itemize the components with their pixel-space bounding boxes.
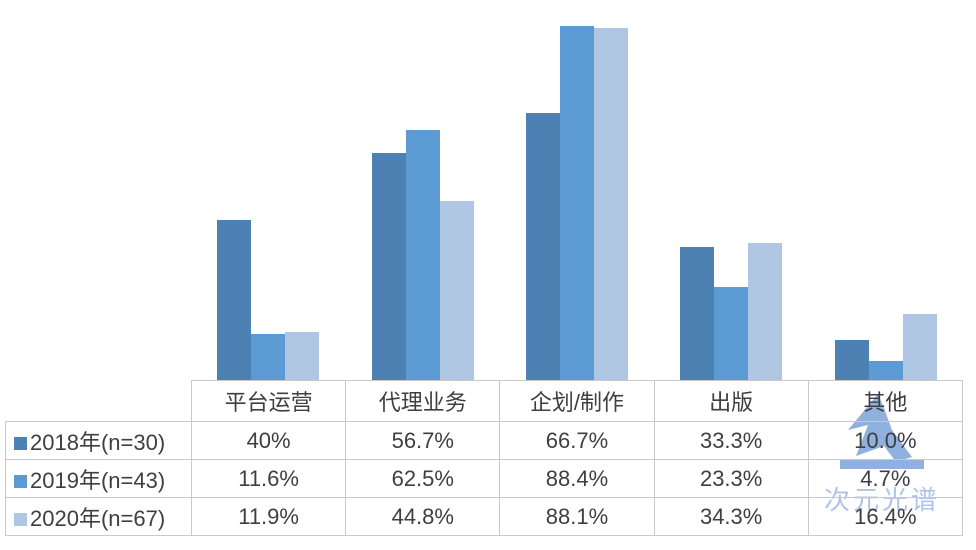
value-cell-s2-c1: 44.8% (345, 497, 501, 536)
series-name: 2020年(n=67) (30, 505, 166, 531)
column-header-3: 出版 (653, 380, 809, 422)
value-cell-s0-c4: 10.0% (807, 421, 964, 460)
bar-group-2 (500, 0, 654, 380)
legend-swatch-icon (14, 512, 27, 526)
legend-swatch-icon (14, 436, 27, 450)
value-cell-s2-c0: 11.9% (190, 497, 347, 536)
value-cell-s2-c3: 34.3% (653, 497, 809, 536)
series-name: 2018年(n=30) (30, 429, 166, 455)
bar-series1-cat1 (405, 130, 440, 380)
value-cell-s1-c3: 23.3% (653, 459, 809, 498)
series-name: 2019年(n=43) (30, 467, 166, 493)
value-cell-s2-c4: 16.4% (807, 497, 964, 536)
bar-group-3 (654, 0, 808, 380)
bar-group-0 (191, 0, 345, 380)
value-cell-s1-c2: 88.4% (499, 459, 655, 498)
bar-series2-cat0 (285, 332, 320, 380)
column-header-1: 代理业务 (345, 380, 501, 422)
bar-series2-cat4 (902, 314, 937, 380)
value-cell-s2-c2: 88.1% (499, 497, 655, 536)
table-head: 平台运营 代理业务 企划/制作 出版 其他 (6, 380, 964, 422)
legend-row-label-1: 2019年(n=43) (5, 459, 192, 498)
table-row-0: 2018年(n=30) 40% 56.7% 66.7% 33.3% 10.0% (5, 421, 964, 460)
bar-series0-cat2 (526, 113, 561, 380)
table-body: 2018年(n=30) 40% 56.7% 66.7% 33.3% 10.0% 2019年(… (5, 421, 964, 536)
value-cell-s1-c0: 11.6% (190, 459, 347, 498)
column-header-2: 企划/制作 (499, 380, 655, 422)
bar-series0-cat4 (834, 340, 869, 380)
bar-series2-cat3 (748, 242, 783, 380)
table-corner-cell (6, 381, 192, 422)
legend-swatch-icon (14, 474, 27, 488)
value-cell-s0-c3: 33.3% (653, 421, 809, 460)
value-cell-s0-c2: 66.7% (499, 421, 655, 460)
bar-group-1 (345, 0, 499, 380)
data-table: 平台运营 代理业务 企划/制作 出版 其他 2018年(n=30) 40% 56.7% 66.… (5, 380, 964, 536)
value-cell-s0-c0: 40% (190, 421, 347, 460)
bar-series1-cat0 (251, 333, 286, 380)
legend-row-label-2: 2020年(n=67) (5, 497, 192, 536)
bar-series0-cat0 (217, 220, 252, 380)
bar-series1-cat4 (868, 361, 903, 380)
bar-series2-cat2 (594, 27, 629, 380)
bar-series1-cat3 (714, 286, 749, 380)
bar-group-4 (809, 0, 963, 380)
bar-series1-cat2 (560, 26, 595, 380)
legend-row-label-0: 2018年(n=30) (5, 421, 192, 460)
table-row-1: 2019年(n=43) 11.6% 62.5% 88.4% 23.3% 4.7% (5, 459, 964, 498)
bar-chart (191, 0, 963, 380)
bar-series0-cat3 (680, 246, 715, 380)
table-row-2: 2020年(n=67) 11.9% 44.8% 88.1% 34.3% 16.4% (5, 497, 964, 536)
column-header-0: 平台运营 (190, 380, 347, 422)
column-header-4: 其他 (807, 380, 964, 422)
value-cell-s0-c1: 56.7% (345, 421, 501, 460)
table-header-row: 平台运营 代理业务 企划/制作 出版 其他 (6, 380, 964, 422)
bar-series2-cat1 (439, 200, 474, 380)
bar-series0-cat1 (371, 153, 406, 380)
value-cell-s1-c1: 62.5% (345, 459, 501, 498)
value-cell-s1-c4: 4.7% (807, 459, 964, 498)
